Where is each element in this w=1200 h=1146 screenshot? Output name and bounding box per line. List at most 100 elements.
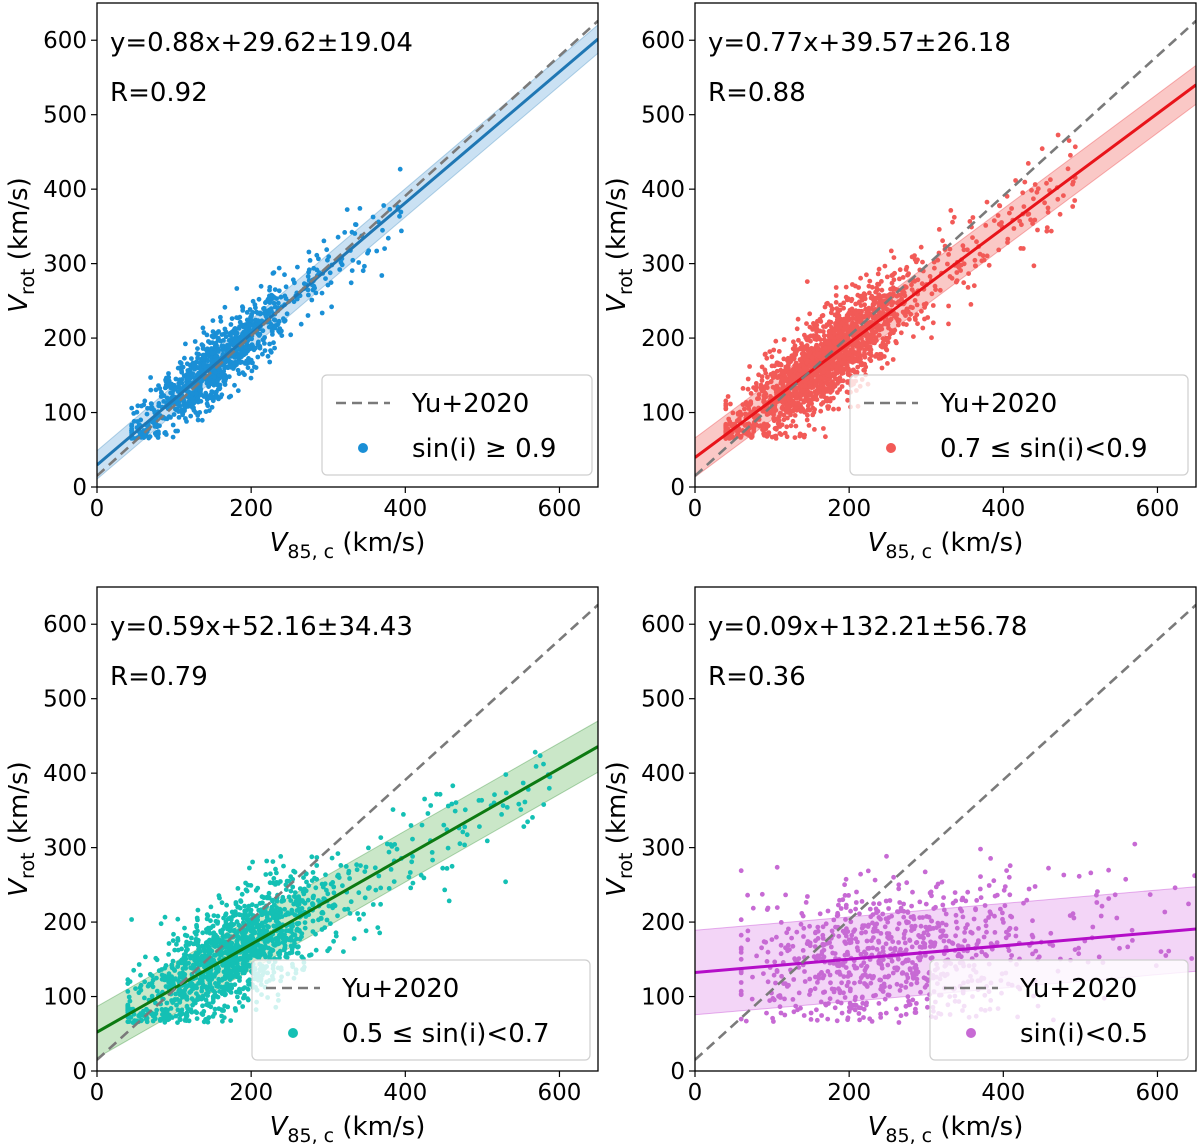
data-point xyxy=(880,310,886,315)
data-point xyxy=(194,922,199,928)
data-point xyxy=(228,1018,234,1023)
data-point xyxy=(289,924,294,930)
data-point xyxy=(868,980,874,986)
data-point xyxy=(914,302,920,308)
data-point xyxy=(777,1004,783,1010)
data-point xyxy=(791,339,796,345)
data-point xyxy=(807,311,813,317)
data-point xyxy=(882,263,888,269)
data-point xyxy=(893,286,898,292)
data-point xyxy=(215,913,221,919)
data-point xyxy=(142,979,148,985)
y-tick-label: 300 xyxy=(43,836,87,862)
data-point xyxy=(746,431,752,437)
data-point xyxy=(859,362,864,368)
data-point xyxy=(166,971,172,977)
data-point xyxy=(235,886,241,891)
data-point xyxy=(914,312,920,318)
data-point xyxy=(169,1015,175,1020)
x-tick-label: 0 xyxy=(688,496,703,522)
data-point xyxy=(991,218,997,224)
data-point xyxy=(862,354,868,360)
data-point xyxy=(176,415,182,420)
data-point xyxy=(240,305,246,311)
data-point xyxy=(768,379,774,384)
data-point xyxy=(1042,200,1047,206)
data-point xyxy=(965,247,970,253)
data-point xyxy=(1034,189,1040,195)
data-point xyxy=(867,906,873,912)
data-point xyxy=(923,976,929,982)
data-point xyxy=(981,257,987,263)
data-point xyxy=(973,952,979,958)
data-point xyxy=(338,260,344,265)
data-point xyxy=(186,399,192,405)
data-point xyxy=(795,386,801,392)
data-point xyxy=(166,952,172,957)
data-point xyxy=(175,365,181,371)
y-tick-label: 500 xyxy=(43,103,87,129)
data-point xyxy=(301,875,306,880)
data-point xyxy=(275,300,281,306)
data-point xyxy=(195,346,200,351)
data-point xyxy=(191,400,197,406)
data-point xyxy=(282,272,287,278)
data-point xyxy=(386,886,392,891)
data-point xyxy=(270,897,276,903)
y-axis-label: Vrot (km/s) xyxy=(4,177,39,313)
data-point xyxy=(245,953,251,959)
data-point xyxy=(843,284,849,290)
data-point xyxy=(801,934,806,939)
data-point xyxy=(194,391,199,397)
data-point xyxy=(866,922,871,928)
data-point xyxy=(804,417,810,423)
data-point xyxy=(805,403,811,409)
data-point xyxy=(821,954,827,960)
data-point xyxy=(313,885,319,891)
data-point xyxy=(1009,206,1014,211)
data-point xyxy=(876,332,882,338)
data-point xyxy=(889,958,895,964)
data-point xyxy=(335,851,341,856)
data-point xyxy=(790,374,796,379)
data-point xyxy=(260,328,266,334)
data-point xyxy=(193,937,199,942)
data-point xyxy=(288,943,294,949)
data-point xyxy=(198,392,204,398)
data-point xyxy=(881,354,887,359)
data-point xyxy=(234,989,239,995)
data-point xyxy=(243,344,249,350)
data-point xyxy=(996,247,1002,253)
data-point xyxy=(188,1007,194,1012)
data-point xyxy=(796,965,802,970)
data-point xyxy=(829,307,835,313)
data-point xyxy=(795,1007,800,1013)
data-point xyxy=(793,395,799,401)
data-point xyxy=(210,942,216,947)
data-point xyxy=(159,972,165,978)
data-point xyxy=(283,928,289,934)
y-axis-label: Vrot (km/s) xyxy=(602,177,637,313)
data-point xyxy=(876,915,882,920)
data-point xyxy=(798,921,804,927)
data-point xyxy=(805,407,810,413)
data-point xyxy=(328,881,334,887)
data-point xyxy=(209,350,215,356)
data-point xyxy=(868,295,874,301)
data-point xyxy=(503,772,509,777)
data-point xyxy=(243,330,249,335)
data-point xyxy=(831,373,837,379)
data-point xyxy=(786,397,792,402)
data-point xyxy=(248,883,254,888)
data-point xyxy=(326,254,332,260)
data-point xyxy=(858,951,864,957)
data-point xyxy=(950,219,955,225)
data-point xyxy=(971,916,977,922)
data-point xyxy=(148,375,154,380)
data-point xyxy=(173,1013,179,1019)
data-point xyxy=(391,879,397,884)
data-point xyxy=(803,366,808,372)
data-point xyxy=(857,317,862,322)
data-point xyxy=(821,426,826,431)
data-point xyxy=(348,280,354,286)
